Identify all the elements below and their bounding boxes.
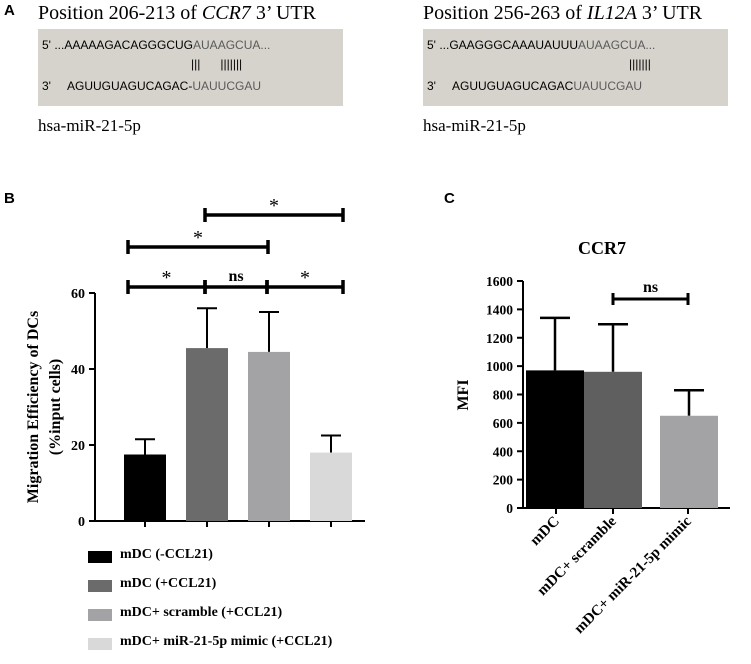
- il12a-pairing-lines: |||||||: [629, 57, 651, 71]
- panel-c-y-tick-label: 200: [493, 473, 514, 488]
- ccr7-mirna-label: hsa-miR-21-5p: [38, 116, 141, 135]
- panel-b-significance-label: *: [193, 227, 203, 249]
- panel-c-y-tick-label: 800: [493, 388, 514, 403]
- il12a-utr-title: Position 256-263 of IL12A 3’ UTR: [423, 2, 702, 25]
- panel-b-y-tick-label: 40: [71, 363, 85, 378]
- panel-c-significance-label: ns: [643, 279, 658, 296]
- legend-swatch-mdc-no-ccl21: [88, 551, 112, 563]
- panel-b-y-tick-label: 20: [71, 439, 85, 454]
- ccr7-utr-seq: ...AAAAAGACAGGGCUG: [54, 38, 194, 52]
- il12a-mirna-label: hsa-miR-21-5p: [423, 116, 526, 135]
- panel-c-y-tick-label: 1000: [486, 359, 513, 374]
- panel-c-letter: C: [444, 190, 455, 207]
- ccr7-3prime: 3': [42, 79, 51, 93]
- panel-a-letter: A: [4, 2, 15, 19]
- ccr7-sequence-box: 5' ...AAAAAGACAGGGCUGAUAAGCUA... ||| |||…: [38, 29, 343, 106]
- panel-c-x-tick-label: mDC: [527, 514, 562, 549]
- il12a-utr-seed: AUAAGCUA...: [578, 38, 656, 52]
- panel-c-y-tick-label: 600: [493, 416, 514, 431]
- ccr7-utr-line: 5' ...AAAAAGACAGGGCUGAUAAGCUA...: [42, 38, 270, 52]
- ccr7-utr-title-suffix: 3’ UTR: [250, 2, 316, 24]
- legend-label-mimic: mDC+ miR-21-5p mimic (+CCL21): [120, 634, 333, 649]
- panel-b-significance-label: ns: [228, 268, 243, 285]
- ccr7-utr-title-prefix: Position 206-213 of: [38, 2, 202, 24]
- panel-c-bar: [526, 370, 584, 508]
- panel-c-y-axis-label: MFI: [455, 379, 472, 410]
- il12a-mirna-seed: UAUUCGAU: [573, 79, 643, 93]
- panel-b-chart: Migration Efficiency of DCs (%input cell…: [25, 195, 365, 530]
- il12a-3prime: 3': [427, 79, 436, 93]
- il12a-utr-title-suffix: 3’ UTR: [636, 2, 703, 24]
- panel-c-y-tick-label: 0: [506, 501, 513, 516]
- panel-c-bar: [660, 415, 718, 508]
- il12a-utr-line: 5' ...GAAGGGCAAAUAUUUAUAAGCUA...: [427, 38, 655, 52]
- panel-c-y-tick-label: 400: [493, 444, 514, 459]
- ccr7-mirna-line: 3' AGUUGUAGUCAGAC-UAUUCGAU: [42, 79, 261, 93]
- legend-swatch-scramble: [88, 609, 112, 621]
- panel-b-legend: mDC (-CCL21) mDC (+CCL21) mDC+ scramble …: [88, 547, 408, 662]
- panel-b-bar: [186, 348, 228, 521]
- legend-swatch-mimic: [88, 638, 112, 650]
- il12a-utr-title-prefix: Position 256-263 of: [423, 2, 587, 24]
- il12a-utr-seq: ...GAAGGGCAAAUAUUU: [439, 38, 579, 52]
- panel-c-y-tick-label: 1400: [486, 302, 513, 317]
- legend-label-mdc-ccl21: mDC (+CCL21): [120, 576, 217, 591]
- panel-b-significance-label: *: [162, 267, 172, 289]
- il12a-sequence-box: 5' ...GAAGGGCAAAUAUUUAUAAGCUA... |||||||…: [423, 29, 728, 106]
- il12a-5prime: 5': [427, 38, 436, 52]
- panel-b-y-tick-label: 0: [78, 515, 85, 530]
- panel-b-y-axis-label: Migration Efficiency of DCs (%input cell…: [25, 311, 64, 503]
- il12a-mirna-line: 3' AGUUGUAGUCAGACUAUUCGAU: [427, 79, 642, 93]
- panel-b-ylabel-line1: Migration Efficiency of DCs: [25, 311, 42, 503]
- ccr7-gene-name: CCR7: [201, 2, 251, 24]
- panel-b-y-tick-label: 60: [71, 287, 85, 302]
- il12a-gene-name: IL12A: [586, 2, 637, 24]
- ccr7-utr-seed: AUAAGCUA...: [193, 38, 271, 52]
- legend-swatch-mdc-ccl21: [88, 580, 112, 592]
- ccr7-pairing-lines: ||| |||||||: [191, 57, 243, 71]
- panel-b-significance-label: *: [300, 267, 310, 289]
- panel-b-bar: [248, 351, 290, 521]
- ccr7-utr-title: Position 206-213 of CCR7 3’ UTR: [38, 2, 316, 25]
- panel-b-bar: [124, 454, 166, 521]
- ccr7-mirna-seed: UAUUCGAU: [192, 79, 261, 93]
- panel-b-significance-label: *: [269, 195, 279, 217]
- il12a-mirna-seq: AGUUGUAGUCAGAC: [451, 79, 574, 93]
- legend-label-mdc-no-ccl21: mDC (-CCL21): [120, 547, 213, 562]
- panel-b-letter: B: [4, 190, 15, 207]
- panel-c-title: CCR7: [578, 238, 626, 258]
- panel-b-bar: [310, 452, 352, 521]
- panel-c-y-tick-label: 1600: [486, 274, 513, 289]
- panel-c-chart: CCR7 MFI 0 200 400 600 800 1000 1200 1400 1600 n…: [455, 238, 730, 637]
- panel-c-y-tick-label: 1200: [486, 331, 513, 346]
- ccr7-5prime: 5': [42, 38, 51, 52]
- legend-label-scramble: mDC+ scramble (+CCL21): [120, 605, 283, 620]
- ccr7-mirna-seq: AGUUGUAGUCAGAC-: [66, 79, 193, 93]
- panel-c-bar: [584, 371, 642, 508]
- panel-b-ylabel-line2: (%input cells): [47, 359, 64, 455]
